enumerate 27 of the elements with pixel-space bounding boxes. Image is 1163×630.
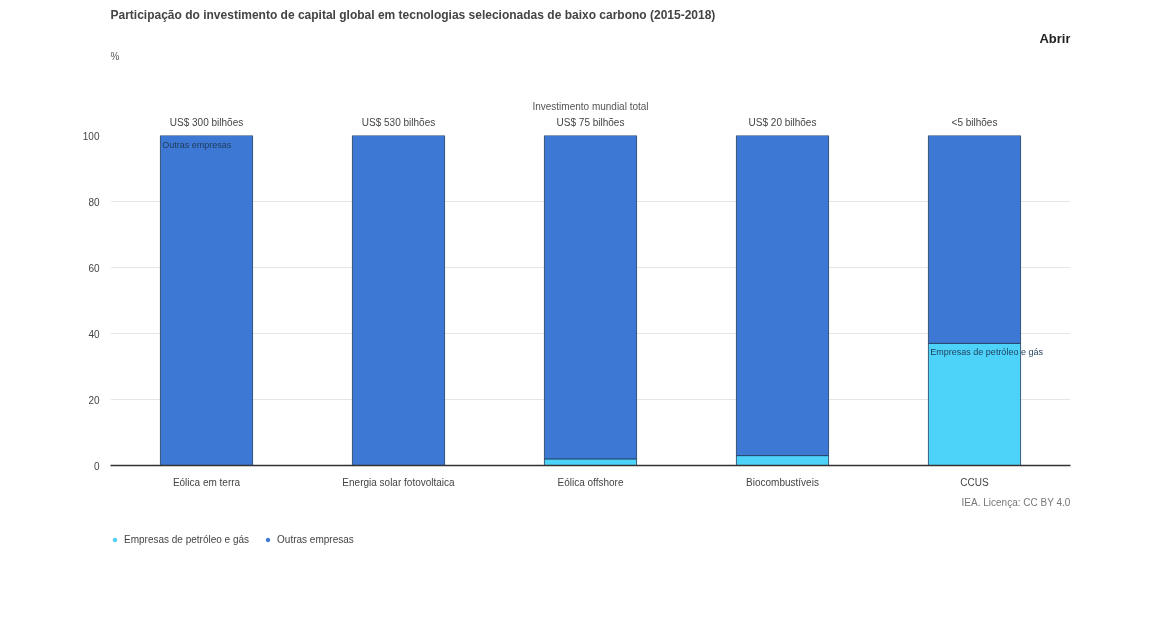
chart-title: Participação do investimento de capital global em tecnologias selecionadas de baixo carbono (2015-2018) — [110, 7, 716, 22]
text: US$ 20 bilhões — [748, 116, 817, 128]
text: Abrir — [1039, 30, 1071, 46]
x-tick-label: Energia solar fotovoltaica — [342, 476, 456, 488]
text: <5 bilhões — [951, 116, 998, 128]
legend-label: Outras empresas — [277, 534, 354, 545]
legend-label: Empresas de petróleo e gás — [124, 534, 250, 545]
text: US$ 530 bilhões — [361, 116, 436, 128]
x-tick-label: Biocombustíveis — [746, 476, 819, 488]
text: % — [110, 50, 120, 62]
text: US$ 75 bilhões — [556, 116, 625, 128]
bar — [160, 135, 253, 466]
y-tick-label: 20 — [88, 394, 100, 406]
bar — [352, 135, 445, 466]
y-tick-label: 40 — [88, 328, 100, 340]
y-tick-label: 0 — [93, 460, 100, 472]
text: US$ 300 bilhões — [169, 116, 244, 128]
x-tick-label: CCUS — [960, 476, 989, 488]
y-tick-label: 60 — [88, 262, 100, 274]
text: Investimento mundial total — [532, 100, 649, 112]
y-tick-label: 100 — [82, 130, 100, 142]
text: IEA. Licença: CC BY 4.0 — [961, 496, 1071, 508]
x-tick-label: Eólica em terra — [172, 476, 241, 488]
annotation: Empresas de petróleo e gás — [930, 347, 1044, 358]
annotation: Outras empresas — [162, 139, 232, 150]
y-tick-label: 80 — [88, 196, 100, 208]
x-tick-label: Eólica offshore — [557, 476, 624, 488]
